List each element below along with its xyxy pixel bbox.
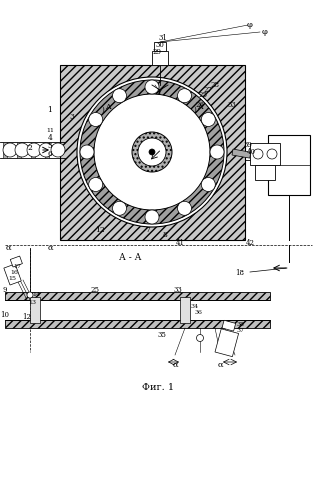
Text: 33: 33 xyxy=(174,286,182,294)
Circle shape xyxy=(94,94,210,210)
Text: 17: 17 xyxy=(13,264,21,268)
Bar xyxy=(268,135,310,195)
Circle shape xyxy=(145,80,159,94)
Text: 7: 7 xyxy=(146,226,151,234)
Text: A: A xyxy=(105,103,111,111)
Bar xyxy=(5,320,270,328)
Text: φ: φ xyxy=(262,28,268,36)
Text: 5: 5 xyxy=(48,142,52,150)
Circle shape xyxy=(77,77,227,227)
Bar xyxy=(5,300,270,320)
Text: α: α xyxy=(172,361,178,369)
Text: 31: 31 xyxy=(158,34,167,42)
Circle shape xyxy=(27,143,41,157)
Bar xyxy=(3,142,7,158)
Text: 28: 28 xyxy=(210,81,219,89)
Text: φ: φ xyxy=(247,21,253,29)
Text: 13: 13 xyxy=(28,300,36,304)
Text: 14: 14 xyxy=(32,292,40,298)
Circle shape xyxy=(267,149,277,159)
Circle shape xyxy=(80,80,224,224)
Text: 12: 12 xyxy=(23,313,31,321)
Bar xyxy=(222,320,236,331)
Circle shape xyxy=(178,88,191,102)
Bar xyxy=(154,42,166,51)
Circle shape xyxy=(39,143,53,157)
Bar xyxy=(31,142,35,158)
Bar xyxy=(5,292,270,300)
Circle shape xyxy=(80,145,94,159)
Bar xyxy=(4,264,21,285)
Circle shape xyxy=(15,143,29,157)
Text: 27: 27 xyxy=(204,86,212,94)
Text: 8: 8 xyxy=(163,231,167,239)
Circle shape xyxy=(132,132,172,172)
Text: 12: 12 xyxy=(95,226,105,234)
Circle shape xyxy=(201,178,215,192)
Text: 40: 40 xyxy=(247,148,256,156)
Text: 34: 34 xyxy=(191,304,199,310)
Text: 2: 2 xyxy=(28,144,32,152)
Circle shape xyxy=(197,334,204,342)
Bar xyxy=(45,142,49,158)
Text: 36: 36 xyxy=(194,310,202,316)
Text: 15: 15 xyxy=(8,276,16,280)
Text: 26: 26 xyxy=(196,101,204,109)
Circle shape xyxy=(210,145,224,159)
Text: α: α xyxy=(47,244,53,252)
Text: 25: 25 xyxy=(90,286,100,294)
Bar xyxy=(17,142,21,158)
Bar xyxy=(152,51,168,65)
Text: 11: 11 xyxy=(46,128,54,132)
Bar xyxy=(180,297,190,323)
Text: 18: 18 xyxy=(236,269,244,277)
Circle shape xyxy=(51,143,65,157)
Bar xyxy=(250,143,280,165)
Circle shape xyxy=(113,88,126,102)
Text: 1: 1 xyxy=(48,106,52,114)
Text: 33: 33 xyxy=(228,101,236,109)
Text: 37: 37 xyxy=(236,328,244,332)
Bar xyxy=(60,65,245,240)
Text: 30: 30 xyxy=(156,41,165,49)
Text: 38: 38 xyxy=(236,322,244,328)
Text: α: α xyxy=(217,361,223,369)
Text: 10: 10 xyxy=(1,311,10,319)
Circle shape xyxy=(138,138,166,166)
Bar xyxy=(232,149,251,158)
Circle shape xyxy=(89,178,103,192)
Circle shape xyxy=(89,112,103,126)
Text: 16: 16 xyxy=(10,270,18,274)
Circle shape xyxy=(113,202,126,215)
Circle shape xyxy=(253,149,263,159)
Text: 4: 4 xyxy=(48,134,52,142)
Text: 29: 29 xyxy=(152,48,161,56)
Text: 25: 25 xyxy=(198,91,208,99)
Text: ): ) xyxy=(102,106,104,114)
Text: А - А: А - А xyxy=(119,252,141,262)
Text: Фиг. 1: Фиг. 1 xyxy=(142,384,174,392)
Text: α: α xyxy=(5,244,11,252)
Text: 41: 41 xyxy=(176,239,184,247)
Text: 35: 35 xyxy=(158,331,166,339)
Bar xyxy=(10,256,23,267)
Text: A: A xyxy=(197,103,203,111)
Circle shape xyxy=(178,202,191,215)
Text: 6: 6 xyxy=(48,150,52,158)
Text: 42: 42 xyxy=(245,239,255,247)
Circle shape xyxy=(27,292,33,298)
Bar xyxy=(255,165,275,180)
Bar xyxy=(30,297,40,323)
Text: 3: 3 xyxy=(69,113,74,121)
Circle shape xyxy=(3,143,17,157)
Text: ): ) xyxy=(194,106,196,114)
Bar xyxy=(215,329,239,356)
Text: 9: 9 xyxy=(3,286,7,294)
Circle shape xyxy=(149,149,155,155)
Text: 39: 39 xyxy=(243,141,252,149)
Circle shape xyxy=(145,210,159,224)
Circle shape xyxy=(201,112,215,126)
